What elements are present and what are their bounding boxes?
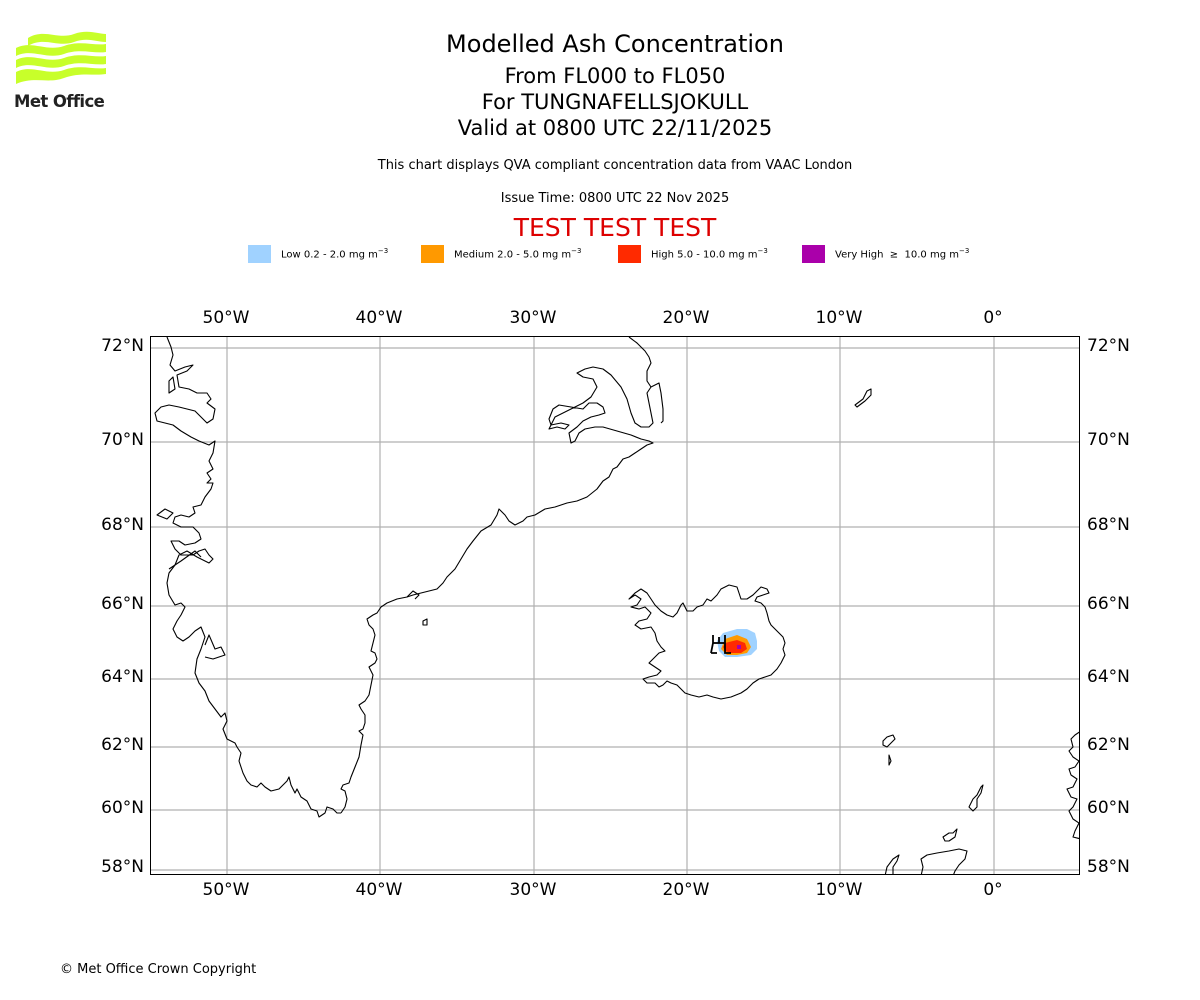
scotland-north-coast xyxy=(884,854,900,874)
greenland-west-coast xyxy=(154,337,341,818)
volcano-name: For TUNGNAFELLSJOKULL xyxy=(481,90,749,114)
lon-tick-top-40w: 40°W xyxy=(355,308,403,328)
flight-level-range: From FL000 to FL050 xyxy=(504,64,726,88)
lat-tick-right-58n: 58°N xyxy=(1087,857,1130,877)
lon-tick-top-0: 0° xyxy=(983,308,1003,328)
greenland-island-west xyxy=(168,376,176,394)
legend-label-very-high: Very High ≥ 10.0 mg m−3 xyxy=(835,246,970,261)
met-office-logo-text: Met Office xyxy=(14,92,105,111)
legend-label-low: Low 0.2 - 2.0 mg m−3 xyxy=(281,246,389,261)
graticule xyxy=(151,337,1079,874)
chart-title: Modelled Ash Concentration xyxy=(446,30,784,58)
test-banner: TEST TEST TEST xyxy=(513,213,717,242)
lon-tick-bottom-30w: 30°W xyxy=(509,880,557,900)
lat-tick-left-62n: 62°N xyxy=(101,735,144,755)
lat-tick-left-70n: 70°N xyxy=(101,430,144,450)
map-frame[interactable] xyxy=(150,336,1080,875)
lat-tick-left-58n: 58°N xyxy=(101,857,144,877)
legend-swatch-very-high xyxy=(802,244,825,263)
met-office-logo: Met Office xyxy=(14,30,108,114)
lat-tick-left-66n: 66°N xyxy=(101,594,144,614)
lon-tick-bottom-50w: 50°W xyxy=(202,880,250,900)
faroe-islands xyxy=(882,734,896,748)
legend-item-medium: Medium 2.0 - 5.0 mg m−3 xyxy=(421,244,581,263)
map-canvas xyxy=(151,337,1079,874)
lat-tick-right-64n: 64°N xyxy=(1087,667,1130,687)
shetland xyxy=(968,784,984,812)
ash-plume xyxy=(717,629,757,657)
legend-swatch-medium xyxy=(421,244,444,263)
iceland xyxy=(628,584,786,700)
legend-swatch-low xyxy=(248,244,271,263)
valid-time: Valid at 0800 UTC 22/11/2025 xyxy=(457,116,773,140)
ash-very-high xyxy=(737,645,741,649)
lat-tick-left-72n: 72°N xyxy=(101,336,144,356)
lon-tick-top-10w: 10°W xyxy=(815,308,863,328)
chart-description: This chart displays QVA compliant concen… xyxy=(377,158,853,173)
coastlines xyxy=(154,337,1079,874)
greenland-east-coast xyxy=(340,366,664,814)
legend-item-low: Low 0.2 - 2.0 mg m−3 xyxy=(248,244,388,263)
lon-tick-bottom-0: 0° xyxy=(983,880,1003,900)
volcano-marker-icon xyxy=(710,635,731,654)
lat-tick-right-60n: 60°N xyxy=(1087,798,1130,818)
lat-tick-right-70n: 70°N xyxy=(1087,430,1130,450)
greenland-fjord-se xyxy=(406,590,420,600)
scotland-north-coast-2 xyxy=(920,848,968,874)
lon-tick-top-30w: 30°W xyxy=(509,308,557,328)
legend-item-high: High 5.0 - 10.0 mg m−3 xyxy=(618,244,768,263)
lon-tick-bottom-40w: 40°W xyxy=(355,880,403,900)
issue-time: Issue Time: 0800 UTC 22 Nov 2025 xyxy=(500,191,730,206)
greenland-island-se xyxy=(422,618,428,626)
lat-tick-right-62n: 62°N xyxy=(1087,735,1130,755)
lon-tick-bottom-20w: 20°W xyxy=(662,880,710,900)
legend-label-medium: Medium 2.0 - 5.0 mg m−3 xyxy=(454,246,582,261)
faroe-islands-south xyxy=(888,754,892,766)
greenland-northeast-coast xyxy=(628,337,652,388)
legend-label-high: High 5.0 - 10.0 mg m−3 xyxy=(651,246,768,261)
copyright-notice: © Met Office Crown Copyright xyxy=(60,962,257,977)
lat-tick-left-68n: 68°N xyxy=(101,515,144,535)
jan-mayen xyxy=(854,388,872,408)
lon-tick-bottom-10w: 10°W xyxy=(815,880,863,900)
norway-coast xyxy=(1066,731,1079,840)
greenland-fjord-sw xyxy=(204,634,226,660)
lon-tick-top-20w: 20°W xyxy=(662,308,710,328)
lat-tick-right-72n: 72°N xyxy=(1087,336,1130,356)
greenland-fjord-west-2 xyxy=(168,550,202,570)
orkney xyxy=(942,828,958,842)
greenland-fjord-west-1 xyxy=(156,508,174,520)
lon-tick-top-50w: 50°W xyxy=(202,308,250,328)
legend-item-very-high: Very High ≥ 10.0 mg m−3 xyxy=(802,244,969,263)
met-office-waves-icon xyxy=(16,31,106,84)
lat-tick-left-60n: 60°N xyxy=(101,798,144,818)
lat-tick-right-68n: 68°N xyxy=(1087,515,1130,535)
lat-tick-left-64n: 64°N xyxy=(101,667,144,687)
legend-swatch-high xyxy=(618,244,641,263)
lat-tick-right-66n: 66°N xyxy=(1087,594,1130,614)
ash-high xyxy=(723,640,747,653)
